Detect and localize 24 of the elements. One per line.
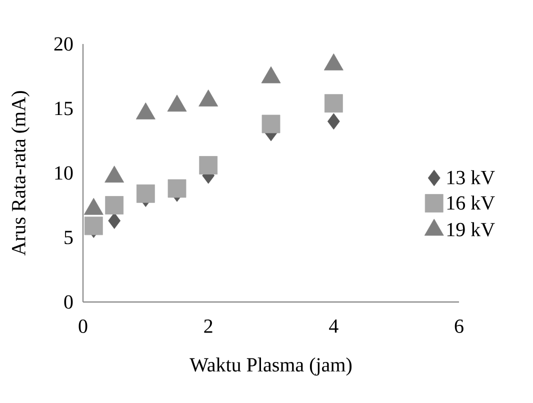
point (108, 212, 121, 229)
point (168, 179, 186, 198)
x-tick-label: 6 (454, 320, 464, 333)
y-tick-label: 10 (55, 166, 73, 180)
point (84, 216, 103, 236)
y-axis-title: Arus Rata-rata (mA) (11, 91, 30, 256)
y-tick-label: 15 (55, 102, 73, 116)
point (199, 156, 218, 174)
y-tick-label: 20 (54, 37, 73, 51)
point (198, 90, 218, 106)
point (105, 196, 124, 214)
legend-label: 13 kV (447, 170, 495, 184)
x-tick-label: 2 (204, 320, 212, 333)
legend-label: 19 kV (447, 222, 495, 236)
x-tick-label: 4 (329, 320, 338, 333)
legend-label: 16 kV (447, 196, 495, 210)
point (261, 66, 281, 84)
point (167, 94, 187, 112)
point (136, 102, 156, 120)
y-tick-label: 0 (64, 295, 73, 309)
point (324, 53, 344, 70)
x-tick-label: 0 (78, 320, 88, 334)
y-tick-label: 5 (64, 230, 73, 244)
x-axis-title: Waktu Plasma (jam) (190, 358, 352, 376)
